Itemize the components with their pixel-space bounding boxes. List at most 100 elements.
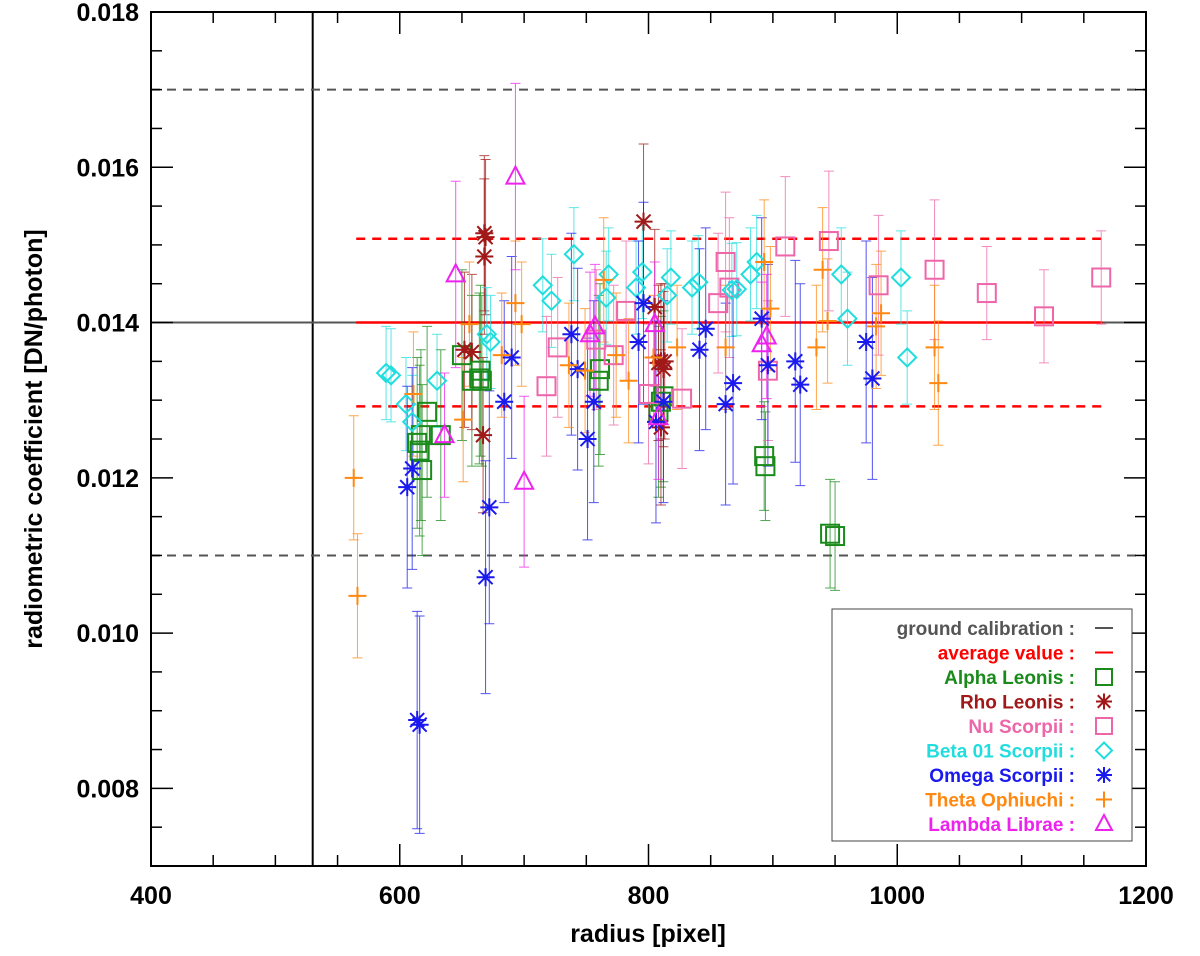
alpha-leonis-error-bar [414, 364, 425, 537]
legend-label: average value : [938, 644, 1075, 665]
omega-scorpii-point [408, 711, 427, 730]
beta-01-scorpii-point [480, 331, 501, 353]
omega-scorpii-point [752, 309, 771, 328]
beta-01-scorpii-point [532, 274, 554, 296]
beta-01-scorpii-point [476, 323, 498, 345]
theta-ophiuchi-point [348, 586, 367, 605]
nu-scorpii-error-bar [677, 328, 688, 470]
beta-01-scorpii-error-bar [546, 253, 557, 348]
beta-01-scorpii-error-bar [895, 230, 906, 325]
theta-ophiuchi-point [929, 374, 948, 393]
alpha-leonis-point [410, 425, 431, 446]
omega-scorpii-point [403, 459, 422, 478]
theta-ophiuchi-point [813, 260, 832, 279]
beta-01-scorpii-point [595, 287, 617, 309]
legend-swatch [1096, 767, 1112, 783]
lambda-librae-point [433, 422, 456, 444]
lambda-librae-point [647, 405, 670, 426]
lambda-librae-point [445, 262, 467, 283]
omega-scorpii-point [629, 332, 648, 351]
nu-scorpii-point [536, 376, 557, 397]
legend-label: Rho Leonis : [960, 693, 1075, 714]
alpha-leonis-point [825, 526, 846, 547]
theta-ophiuchi-point [818, 311, 837, 330]
omega-scorpii-point [502, 348, 521, 367]
tick-labels: 400 600 800 1000 1200 0.008 0.010 0.012 0.014 0.0… [76, 0, 1173, 910]
omega-scorpii-point [857, 332, 876, 351]
legend-label: Omega Scorpii : [929, 766, 1075, 787]
beta-01-scorpii-point [681, 277, 703, 299]
beta-01-scorpii-error-bar [745, 227, 756, 322]
beta-01-scorpii-error-bar [386, 328, 397, 423]
theta-ophiuchi-point [607, 346, 626, 365]
nu-scorpii-point [1091, 267, 1112, 288]
lambda-librae-point [644, 311, 666, 333]
nu-scorpii-point [616, 300, 637, 321]
beta-01-scorpii-point [746, 251, 768, 273]
alpha-leonis-point [407, 432, 428, 453]
omega-scorpii-point [634, 294, 653, 313]
theta-ophiuchi-point [404, 384, 423, 403]
rho-leonis-point [634, 212, 653, 231]
alpha-leonis-error-bar [422, 325, 433, 498]
theta-ophiuchi-point [460, 315, 479, 334]
nu-scorpii-point [818, 231, 839, 252]
legend-swatch [1096, 693, 1112, 710]
nu-scorpii-point [868, 275, 889, 296]
theta-ophiuchi-point [576, 361, 595, 380]
theta-ophiuchi-point [807, 338, 826, 357]
lambda-librae-point [513, 469, 535, 490]
nu-scorpii-point [976, 283, 997, 304]
beta-01-scorpii-point [563, 243, 585, 265]
beta-01-scorpii-point [598, 263, 620, 285]
beta-01-scorpii-point [896, 347, 918, 368]
beta-01-scorpii-error-bar [537, 238, 548, 333]
omega-scorpii-point [716, 395, 735, 414]
rho-leonis-point [475, 247, 494, 266]
beta-01-scorpii-error-bar [842, 271, 853, 366]
rho-leonis-point [462, 343, 481, 362]
nu-scorpii-point [638, 383, 659, 404]
nu-scorpii-point [715, 251, 736, 272]
beta-01-scorpii-error-bar [381, 325, 392, 421]
lambda-librae-point [504, 164, 527, 185]
nu-scorpii-error-bar [780, 176, 791, 317]
lambda-librae-error-bar [450, 180, 461, 369]
theta-ophiuchi-point [668, 338, 687, 357]
nu-scorpii-point [924, 259, 945, 280]
legend-swatch [1094, 812, 1114, 831]
beta-01-scorpii-point [830, 263, 852, 285]
nu-scorpii-error-bar [552, 277, 563, 418]
legend-label: Alpha Leonis : [944, 668, 1075, 689]
omega-scorpii-point [584, 392, 603, 411]
beta-01-scorpii-point [375, 362, 397, 384]
theta-ophiuchi-point [867, 317, 886, 336]
rho-leonis-point [475, 224, 494, 243]
y-tick-label: 0.010 [76, 620, 139, 648]
nu-scorpii-point [547, 337, 568, 358]
beta-01-scorpii-error-bar [665, 230, 676, 325]
lambda-librae-error-bar [519, 395, 530, 568]
theta-ophiuchi-point [644, 348, 663, 367]
legend-label: Lambda Librae : [928, 815, 1075, 836]
omega-scorpii-point [562, 325, 581, 344]
y-tick-label: 0.016 [76, 154, 139, 182]
omega-scorpii-point [568, 360, 587, 379]
data-markers [344, 164, 1112, 734]
beta-01-scorpii-error-bar [902, 310, 913, 405]
theta-ophiuchi-point [492, 346, 511, 365]
nu-scorpii-error-bar [981, 245, 992, 341]
alpha-leonis-point [589, 359, 610, 380]
y-tick-label: 0.014 [76, 310, 139, 338]
omega-scorpii-point [654, 392, 673, 411]
legend-swatch [1095, 717, 1113, 735]
nu-scorpii-point [775, 236, 796, 257]
alpha-leonis-point [754, 446, 775, 467]
theta-ophiuchi-point [761, 299, 780, 318]
nu-scorpii-point [1034, 306, 1055, 327]
nu-scorpii-point [672, 388, 693, 409]
legend-label: Theta Ophiuchi : [925, 791, 1075, 812]
alpha-leonis-error-bar [415, 349, 426, 522]
legend-swatch [1096, 791, 1112, 808]
